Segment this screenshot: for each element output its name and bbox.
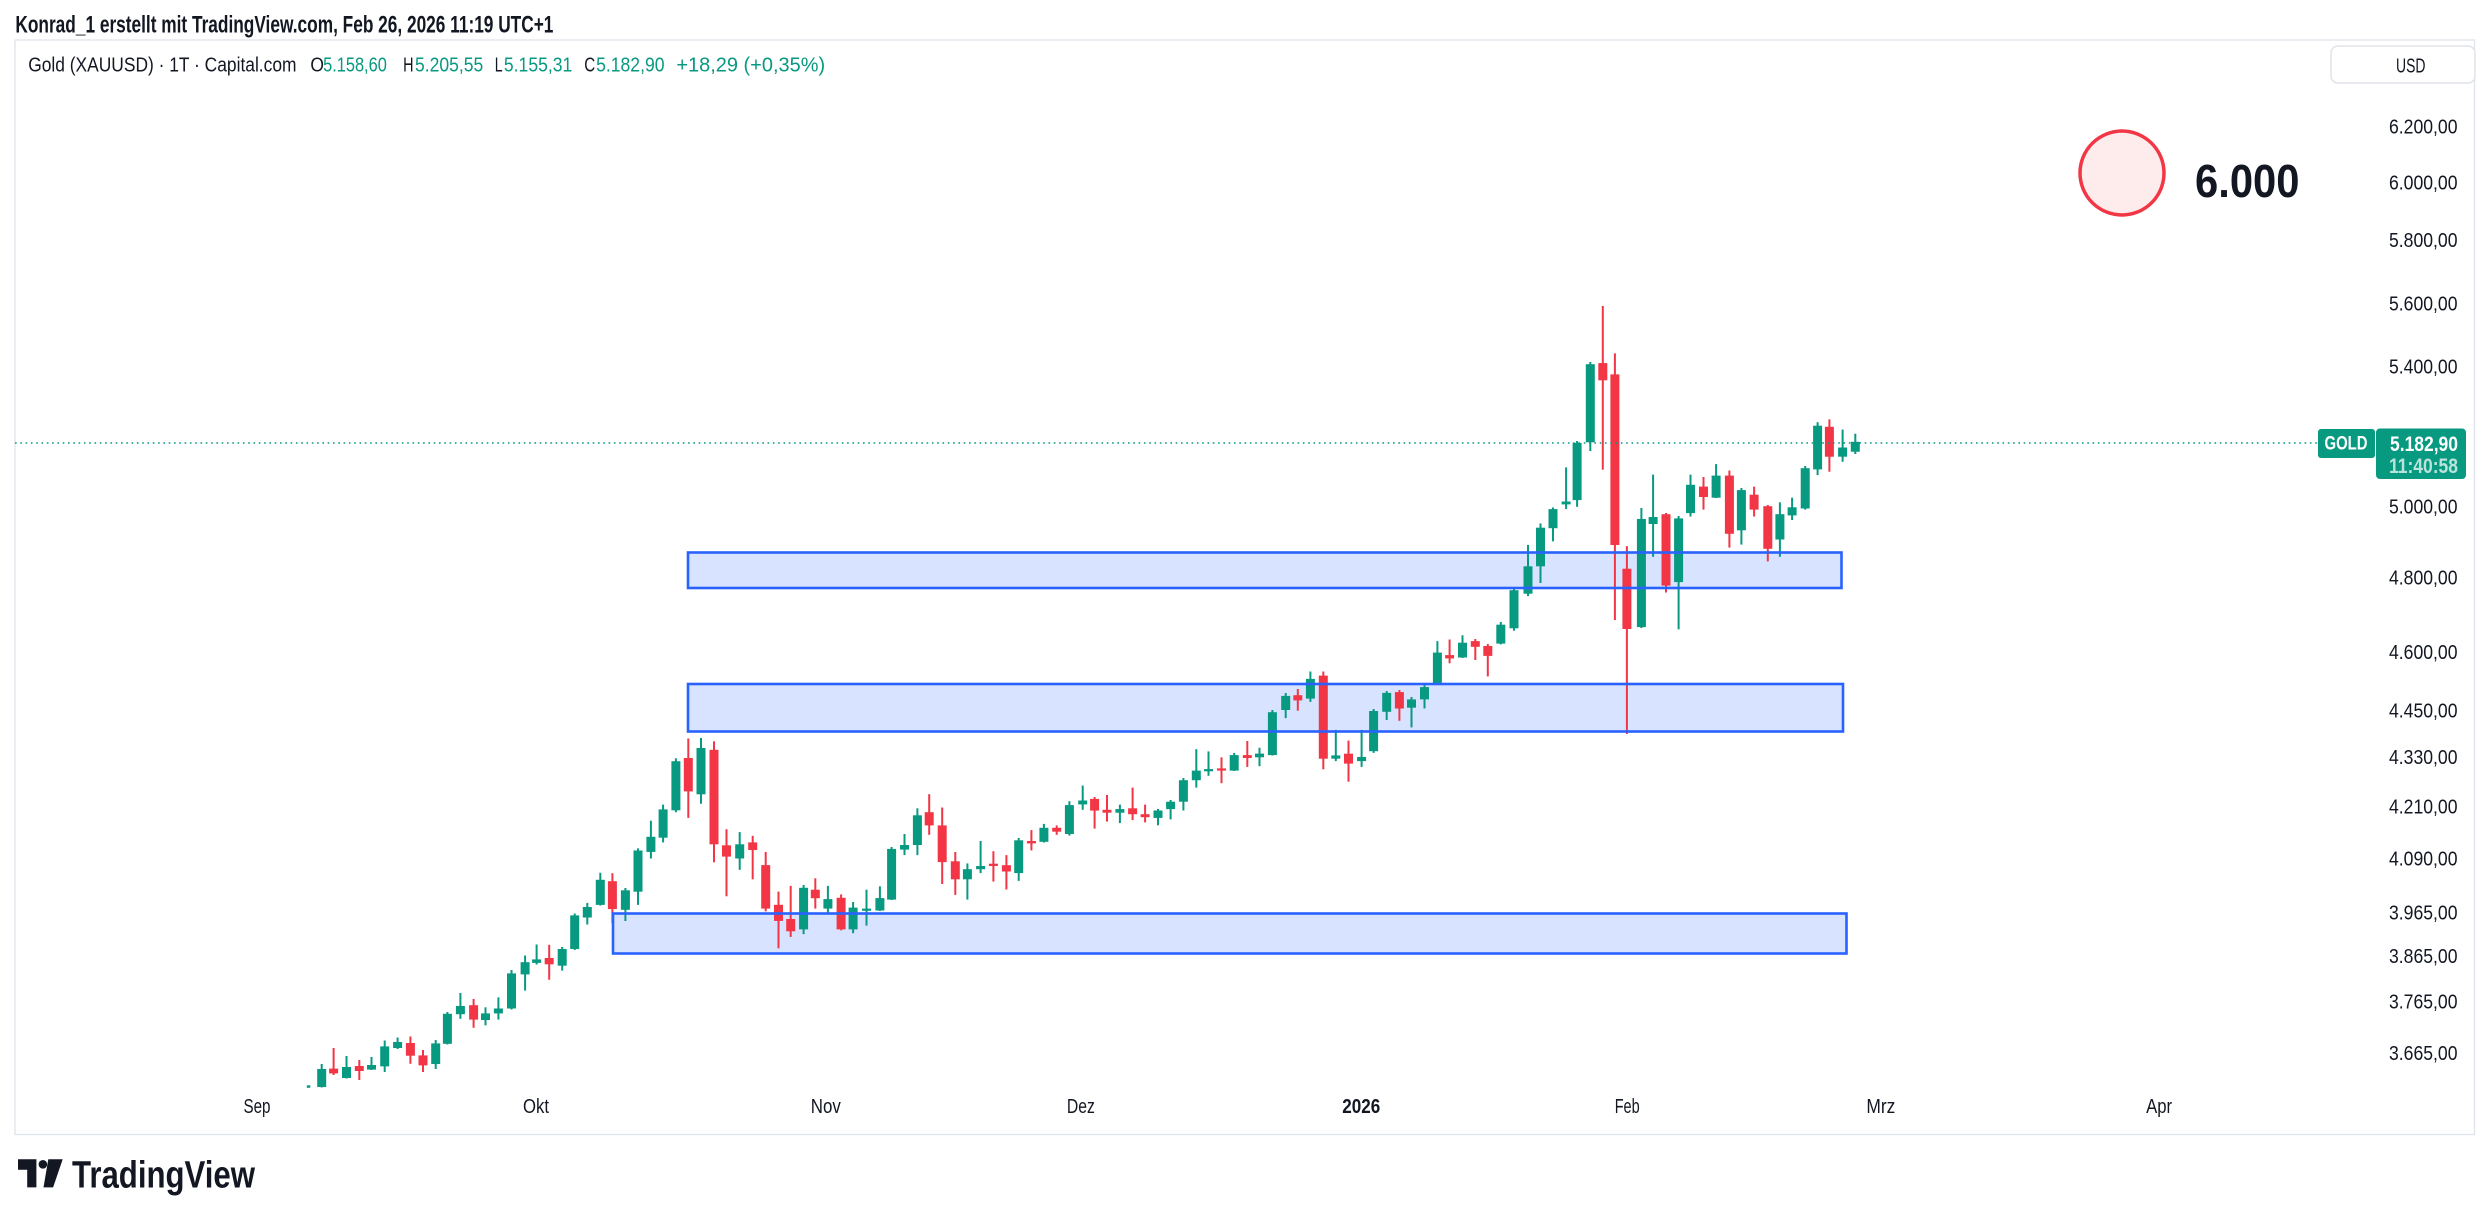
svg-text:Konrad_1 erstellt mit TradingV: Konrad_1 erstellt mit TradingView.com, F… [15,12,553,39]
svg-text:3.865,00: 3.865,00 [2389,946,2458,968]
svg-text:O: O [310,54,324,76]
svg-text:4.090,00: 4.090,00 [2389,848,2458,870]
svg-text:4.600,00: 4.600,00 [2389,642,2458,664]
svg-text:Apr: Apr [2146,1096,2172,1118]
svg-text:C: C [584,54,595,76]
svg-text:Okt: Okt [523,1096,549,1118]
svg-text:5.182,90: 5.182,90 [596,54,664,76]
svg-text:H: H [403,54,413,76]
svg-text:TradingView: TradingView [72,1155,255,1197]
svg-text:Mrz: Mrz [1866,1096,1895,1118]
svg-text:6.200,00: 6.200,00 [2389,116,2458,138]
svg-text:5.182,90: 5.182,90 [2390,432,2458,456]
svg-text:11:40:58: 11:40:58 [2389,455,2458,478]
svg-text:3.965,00: 3.965,00 [2389,903,2458,925]
svg-text:4.450,00: 4.450,00 [2389,700,2458,722]
svg-text:L: L [495,54,503,76]
svg-text:Gold (XAUUSD) · 1T · Capital.c: Gold (XAUUSD) · 1T · Capital.com [28,54,296,76]
svg-text:5.158,60: 5.158,60 [323,54,387,76]
svg-text:5.600,00: 5.600,00 [2389,293,2458,315]
svg-text:Dez: Dez [1067,1096,1095,1118]
svg-text:Sep: Sep [244,1096,271,1118]
svg-text:5.400,00: 5.400,00 [2389,356,2458,378]
svg-text:6.000: 6.000 [2195,155,2300,207]
svg-text:5.155,31: 5.155,31 [504,54,572,76]
svg-text:USD: USD [2396,56,2426,78]
svg-text:5.000,00: 5.000,00 [2389,497,2458,519]
svg-text:Nov: Nov [811,1096,841,1118]
svg-text:GOLD: GOLD [2325,434,2368,455]
svg-text:2026: 2026 [1342,1096,1380,1118]
svg-text:5.800,00: 5.800,00 [2389,230,2458,252]
svg-text:4.330,00: 4.330,00 [2389,747,2458,769]
svg-text:+18,29 (+0,35%): +18,29 (+0,35%) [676,54,825,76]
svg-text:5.205,55: 5.205,55 [415,54,483,76]
svg-text:6.000,00: 6.000,00 [2389,172,2458,194]
svg-text:3.665,00: 3.665,00 [2389,1043,2458,1065]
svg-text:4.800,00: 4.800,00 [2389,567,2458,589]
svg-text:Feb: Feb [1615,1096,1640,1118]
svg-text:3.765,00: 3.765,00 [2389,991,2458,1013]
svg-text:4.210,00: 4.210,00 [2389,797,2458,819]
